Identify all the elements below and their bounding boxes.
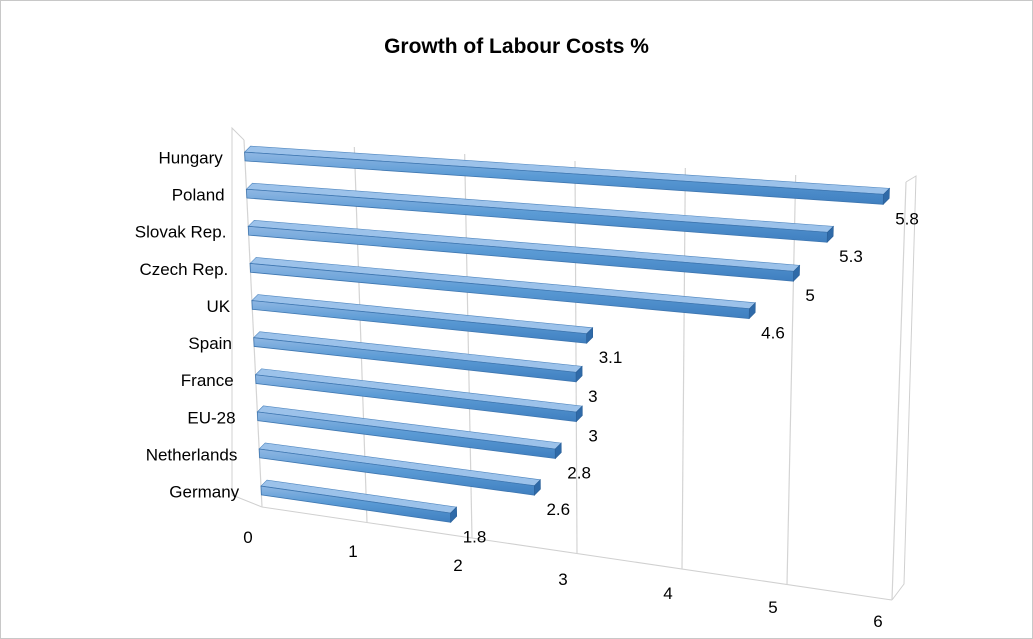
x-tick-label: 1 [348, 542, 357, 561]
gridline-5 [786, 174, 797, 585]
bar-end [748, 302, 756, 320]
category-label: Netherlands [146, 445, 238, 464]
category-label: Spain [188, 334, 231, 353]
data-label: 3 [588, 387, 597, 406]
gridline-3 [574, 160, 578, 554]
gridline-0 [243, 139, 263, 508]
bar-end [826, 225, 834, 243]
data-label: 1.8 [463, 527, 487, 546]
data-label: 2.6 [546, 500, 570, 519]
x-tick-label: 5 [768, 598, 777, 617]
bar-end [554, 442, 562, 460]
right-wall [891, 175, 917, 601]
data-label: 2.8 [567, 463, 591, 482]
side-wall [231, 126, 263, 508]
category-label: EU-28 [187, 408, 235, 427]
bar-end [450, 506, 458, 523]
category-label: Germany [169, 482, 239, 501]
bar-end [534, 479, 541, 496]
x-tick-label: 0 [243, 528, 252, 547]
data-label: 3 [588, 426, 597, 445]
x-tick-label: 3 [558, 570, 567, 589]
bar-top [243, 145, 891, 195]
bar-end [575, 365, 583, 383]
category-label: Slovak Rep. [135, 223, 227, 242]
category-label: Hungary [159, 149, 224, 168]
bar-end [575, 405, 583, 423]
x-tick-label: 6 [873, 612, 882, 631]
x-tick-label: 2 [453, 556, 462, 575]
bar-end [793, 264, 800, 282]
category-label: UK [206, 297, 230, 316]
category-label: Poland [172, 186, 225, 205]
gridline-6 [891, 181, 907, 601]
data-label: 3.1 [599, 348, 623, 367]
data-label: 5 [805, 286, 814, 305]
bar-end [882, 187, 890, 206]
bar-end [586, 327, 594, 344]
category-label: France [181, 371, 234, 390]
data-label: 4.6 [761, 324, 785, 343]
x-tick-label: 4 [663, 584, 672, 603]
chart-title: Growth of Labour Costs % [384, 35, 649, 58]
gridline-4 [681, 167, 686, 570]
data-label: 5.3 [839, 247, 863, 266]
data-label: 5.8 [895, 209, 919, 228]
category-label: Czech Rep. [139, 260, 228, 279]
